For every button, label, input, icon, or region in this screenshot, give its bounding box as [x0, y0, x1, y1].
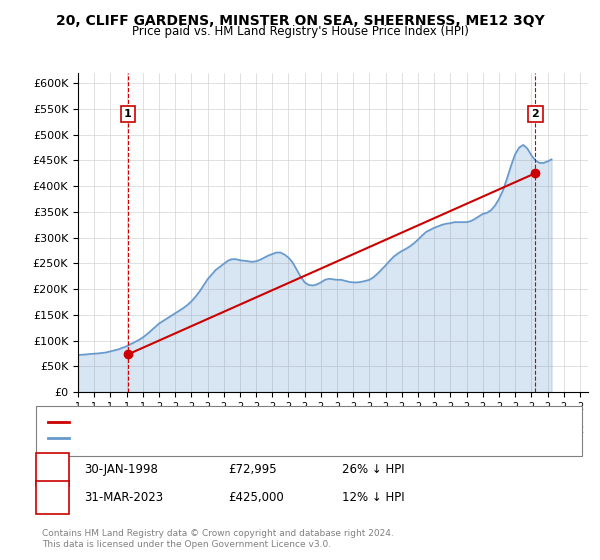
- Text: Contains HM Land Registry data © Crown copyright and database right 2024.
This d: Contains HM Land Registry data © Crown c…: [42, 529, 394, 549]
- Text: 1: 1: [124, 109, 132, 119]
- Text: 2: 2: [48, 491, 57, 504]
- Text: 20, CLIFF GARDENS, MINSTER ON SEA, SHEERNESS, ME12 3QY (detached house): 20, CLIFF GARDENS, MINSTER ON SEA, SHEER…: [72, 417, 493, 427]
- Text: £72,995: £72,995: [228, 463, 277, 476]
- Text: 26% ↓ HPI: 26% ↓ HPI: [342, 463, 404, 476]
- Text: 2: 2: [532, 109, 539, 119]
- Text: £425,000: £425,000: [228, 491, 284, 504]
- Text: HPI: Average price, detached house, Swale: HPI: Average price, detached house, Swal…: [72, 433, 296, 444]
- Text: 31-MAR-2023: 31-MAR-2023: [84, 491, 163, 504]
- Text: 12% ↓ HPI: 12% ↓ HPI: [342, 491, 404, 504]
- Text: 20, CLIFF GARDENS, MINSTER ON SEA, SHEERNESS, ME12 3QY: 20, CLIFF GARDENS, MINSTER ON SEA, SHEER…: [56, 14, 544, 28]
- Text: 1: 1: [48, 463, 57, 476]
- Text: Price paid vs. HM Land Registry's House Price Index (HPI): Price paid vs. HM Land Registry's House …: [131, 25, 469, 38]
- Text: 30-JAN-1998: 30-JAN-1998: [84, 463, 158, 476]
